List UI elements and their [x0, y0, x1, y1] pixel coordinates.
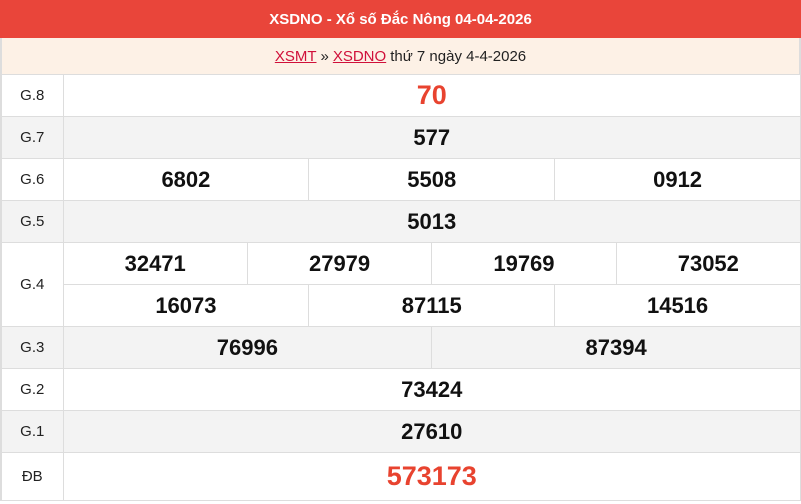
prize-value: 19769 — [431, 243, 615, 284]
breadcrumb-separator: » — [320, 47, 329, 65]
prize-label: G.3 — [0, 326, 64, 369]
prize-value: 5508 — [308, 159, 554, 200]
prize-value: 0912 — [554, 159, 800, 200]
prize-row-g5: G.5 5013 — [0, 200, 801, 243]
prize-value: 27979 — [246, 243, 431, 284]
prize-row-g3: G.3 76996 87394 — [0, 326, 801, 369]
prize-row-g8: G.8 70 — [0, 74, 801, 117]
prize-value: 76996 — [216, 334, 278, 360]
breadcrumb-date: thứ 7 ngày 4-4-2026 — [390, 47, 527, 65]
prize-row-g4: G.4 32471 27979 19769 73052 16073 87115 … — [0, 242, 801, 327]
breadcrumb-link-xsmt[interactable]: XSMT — [274, 47, 317, 65]
prize-label: G.1 — [0, 410, 64, 453]
prize-label: G.4 — [0, 242, 64, 327]
prize-row-g1: G.1 27610 — [0, 410, 801, 453]
breadcrumb: XSMT » XSDNO thứ 7 ngày 4-4-2026 — [0, 38, 801, 74]
prize-row-db: ĐB 573173 — [0, 452, 801, 501]
prize-value: 73424 — [62, 368, 801, 411]
prize-value: 577 — [62, 116, 801, 159]
prize-value-special: 573173 — [62, 452, 801, 501]
prize-value: 73052 — [615, 243, 800, 284]
prize-row-g7: G.7 577 — [0, 116, 801, 159]
prize-value: 16073 — [155, 292, 217, 318]
prize-value: 14516 — [554, 285, 800, 326]
prize-value: 6802 — [161, 166, 211, 192]
prize-row-g6: G.6 6802 5508 0912 — [0, 158, 801, 201]
prize-value: 27610 — [62, 410, 801, 453]
prize-value: 70 — [62, 74, 801, 117]
prize-value: 5013 — [62, 200, 801, 243]
breadcrumb-link-xsdno[interactable]: XSDNO — [332, 47, 387, 65]
prize-label: G.5 — [0, 200, 64, 243]
prize-value: 32471 — [124, 250, 186, 276]
prize-label: G.7 — [0, 116, 64, 159]
prize-label: ĐB — [0, 452, 64, 501]
prize-value: 87115 — [308, 285, 554, 326]
prize-label: G.8 — [0, 74, 64, 117]
prize-label: G.2 — [0, 368, 64, 411]
prize-row-g2: G.2 73424 — [0, 368, 801, 411]
prize-label: G.6 — [0, 158, 64, 201]
results-table: G.8 70 G.7 577 G.6 6802 5508 0912 G.5 5013 … — [0, 74, 801, 501]
page-title: XSDNO - Xổ số Đắc Nông 04-04-2026 — [0, 0, 801, 38]
prize-value: 87394 — [431, 327, 800, 368]
